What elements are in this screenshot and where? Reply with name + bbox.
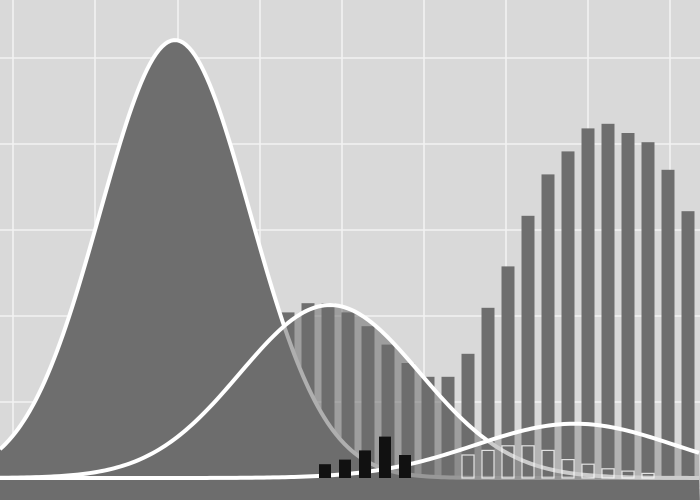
histogram-bar-17 <box>481 307 495 478</box>
outline-bar-0 <box>461 454 475 479</box>
outline-bar-2 <box>501 445 515 479</box>
outline-bar-7 <box>601 468 615 479</box>
dark-bar-3 <box>379 436 391 478</box>
histogram-bar-26 <box>661 169 675 479</box>
overlay-bars <box>319 436 655 479</box>
dark-bar-4 <box>399 455 411 478</box>
histogram-bar-27 <box>681 211 695 478</box>
outline-bar-8 <box>621 470 635 479</box>
histogram-bar-25 <box>641 142 655 478</box>
outline-bar-5 <box>561 459 575 479</box>
histogram-bar-23 <box>601 123 615 479</box>
histogram-bar-19 <box>521 215 535 479</box>
outline-bar-6 <box>581 463 595 479</box>
outline-bar-1 <box>481 449 495 479</box>
dark-bar-0 <box>319 464 331 478</box>
outline-bar-4 <box>541 449 555 479</box>
histogram-bar-24 <box>621 133 635 478</box>
dark-bar-1 <box>339 459 351 478</box>
dark-bar-2 <box>359 450 371 478</box>
density-area-2 <box>0 305 700 500</box>
density-area-3 <box>0 423 700 500</box>
density-area-1 <box>0 40 700 500</box>
histogram-bar-18 <box>501 266 515 478</box>
outline-bar-9 <box>641 472 655 479</box>
histogram-bar-22 <box>581 128 595 478</box>
histogram-bar-20 <box>541 174 555 478</box>
outline-bar-3 <box>521 445 535 479</box>
histogram-bar-21 <box>561 151 575 478</box>
